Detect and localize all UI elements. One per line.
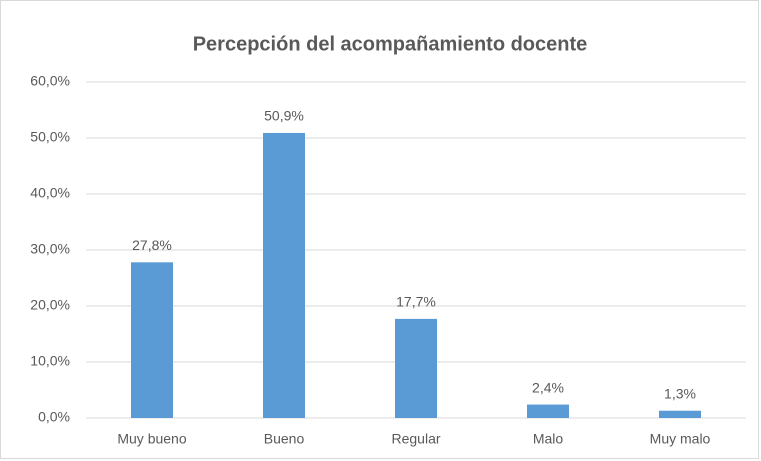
y-tick-label: 50,0% [30,129,70,145]
x-tick-label: Malo [533,431,564,447]
data-label: 17,7% [396,294,436,310]
y-tick-label: 20,0% [30,297,70,313]
x-tick-label: Muy bueno [117,431,186,447]
data-label: 2,4% [532,379,564,395]
chart-title: Percepción del acompañamiento docente [193,33,588,55]
data-label: 50,9% [264,108,304,124]
bar [131,262,173,418]
x-tick-label: Regular [391,431,440,447]
bar [659,410,701,418]
x-tick-label: Muy malo [650,431,711,447]
data-label: 27,8% [132,237,172,253]
y-tick-label: 60,0% [30,73,70,89]
y-tick-label: 40,0% [30,185,70,201]
y-tick-label: 10,0% [30,353,70,369]
bar [263,132,305,418]
bar [527,404,569,418]
bar [395,318,437,418]
y-tick-label: 30,0% [30,241,70,257]
y-tick-label: 0,0% [38,409,70,425]
data-label: 1,3% [664,385,696,401]
x-tick-label: Bueno [264,431,305,447]
